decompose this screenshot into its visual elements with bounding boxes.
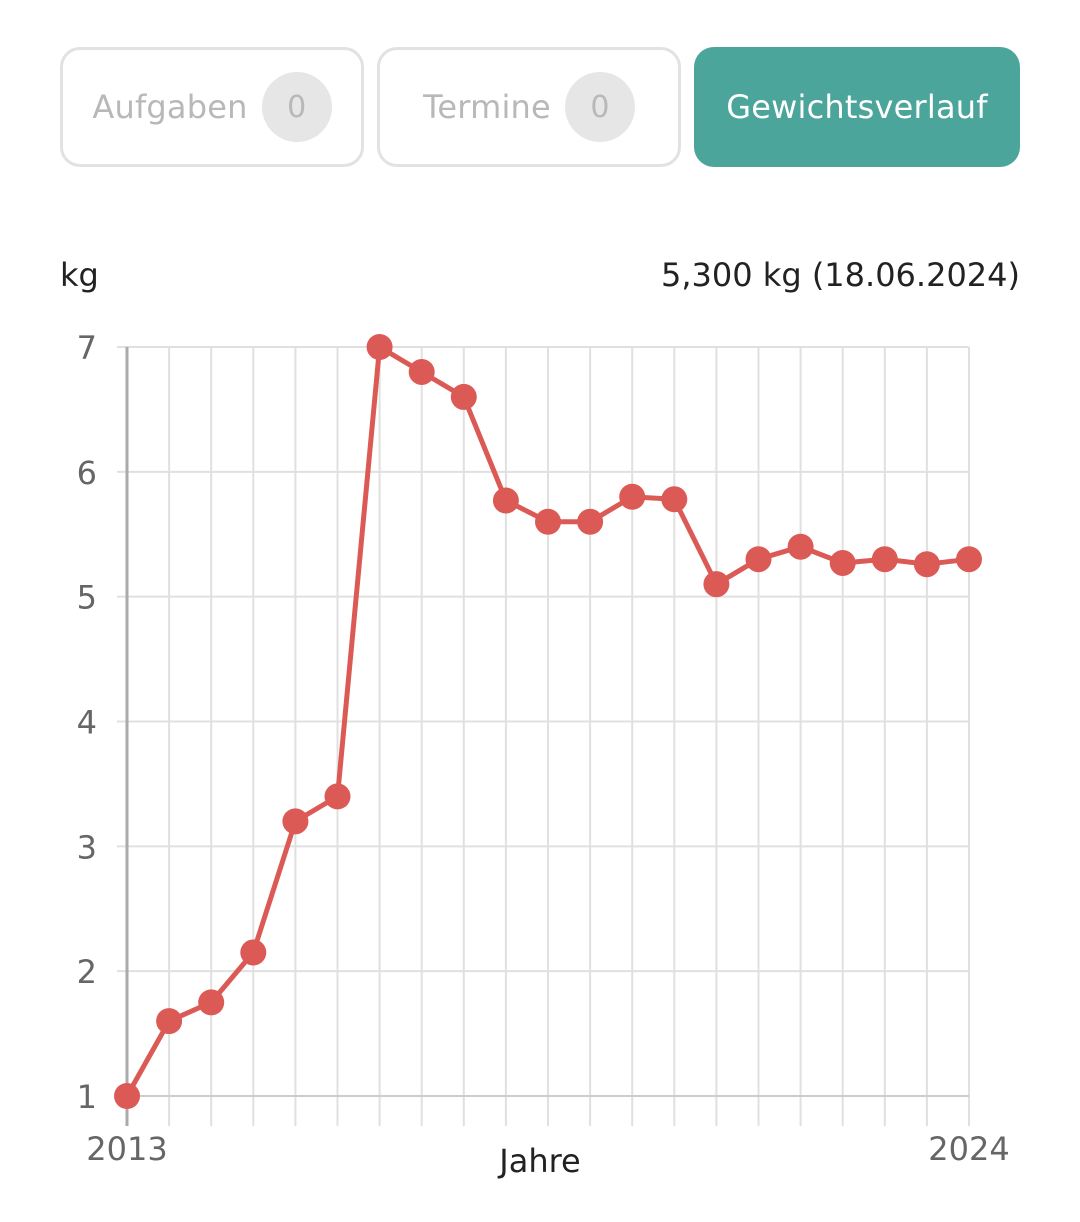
tab-aufgaben-count-badge: 0 — [261, 72, 332, 142]
y-tick-label: 4 — [77, 704, 97, 742]
data-point — [913, 551, 940, 578]
y-tick-label: 2 — [77, 953, 97, 991]
data-point — [366, 334, 393, 360]
y-tick-label: 1 — [77, 1078, 97, 1116]
y-tick-label: 6 — [77, 454, 97, 492]
latest-weight-value: 5,300 kg (18.06.2024) — [661, 256, 1020, 294]
data-point — [198, 989, 225, 1016]
data-point — [577, 508, 604, 535]
tab-aufgaben-label: Aufgaben — [92, 88, 248, 126]
tab-termine[interactable]: Termine 0 — [377, 47, 681, 167]
chart-unit-label: kg — [60, 256, 99, 294]
y-tick-label: 5 — [77, 579, 97, 617]
data-point — [408, 358, 435, 385]
data-point — [282, 808, 309, 835]
data-point — [745, 546, 772, 573]
y-tick-label: 3 — [77, 828, 97, 866]
x-tick-label: 2024 — [928, 1130, 1009, 1168]
data-point — [871, 546, 898, 573]
data-point — [956, 546, 982, 573]
data-point — [661, 486, 688, 513]
tab-gewichtsverlauf-label: Gewichtsverlauf — [726, 88, 988, 126]
data-point — [619, 483, 646, 510]
data-point — [492, 487, 519, 514]
y-tick-label: 7 — [77, 329, 97, 367]
data-point — [535, 508, 561, 535]
x-axis-title: Jahre — [497, 1142, 580, 1180]
data-point — [703, 571, 730, 598]
data-point — [114, 1083, 140, 1109]
tab-gewichtsverlauf[interactable]: Gewichtsverlauf — [694, 47, 1020, 167]
data-point — [240, 939, 267, 966]
x-tick-label: 2013 — [86, 1130, 167, 1168]
tab-termine-count-badge: 0 — [564, 72, 635, 142]
tab-termine-label: Termine — [423, 88, 551, 126]
data-point — [787, 533, 814, 560]
data-point — [324, 783, 351, 810]
data-point — [450, 383, 477, 410]
tab-aufgaben[interactable]: Aufgaben 0 — [60, 47, 364, 167]
data-point — [829, 549, 856, 576]
data-point — [156, 1008, 183, 1035]
tab-bar: Aufgaben 0 Termine 0 Gewichtsverlauf — [60, 47, 1020, 167]
